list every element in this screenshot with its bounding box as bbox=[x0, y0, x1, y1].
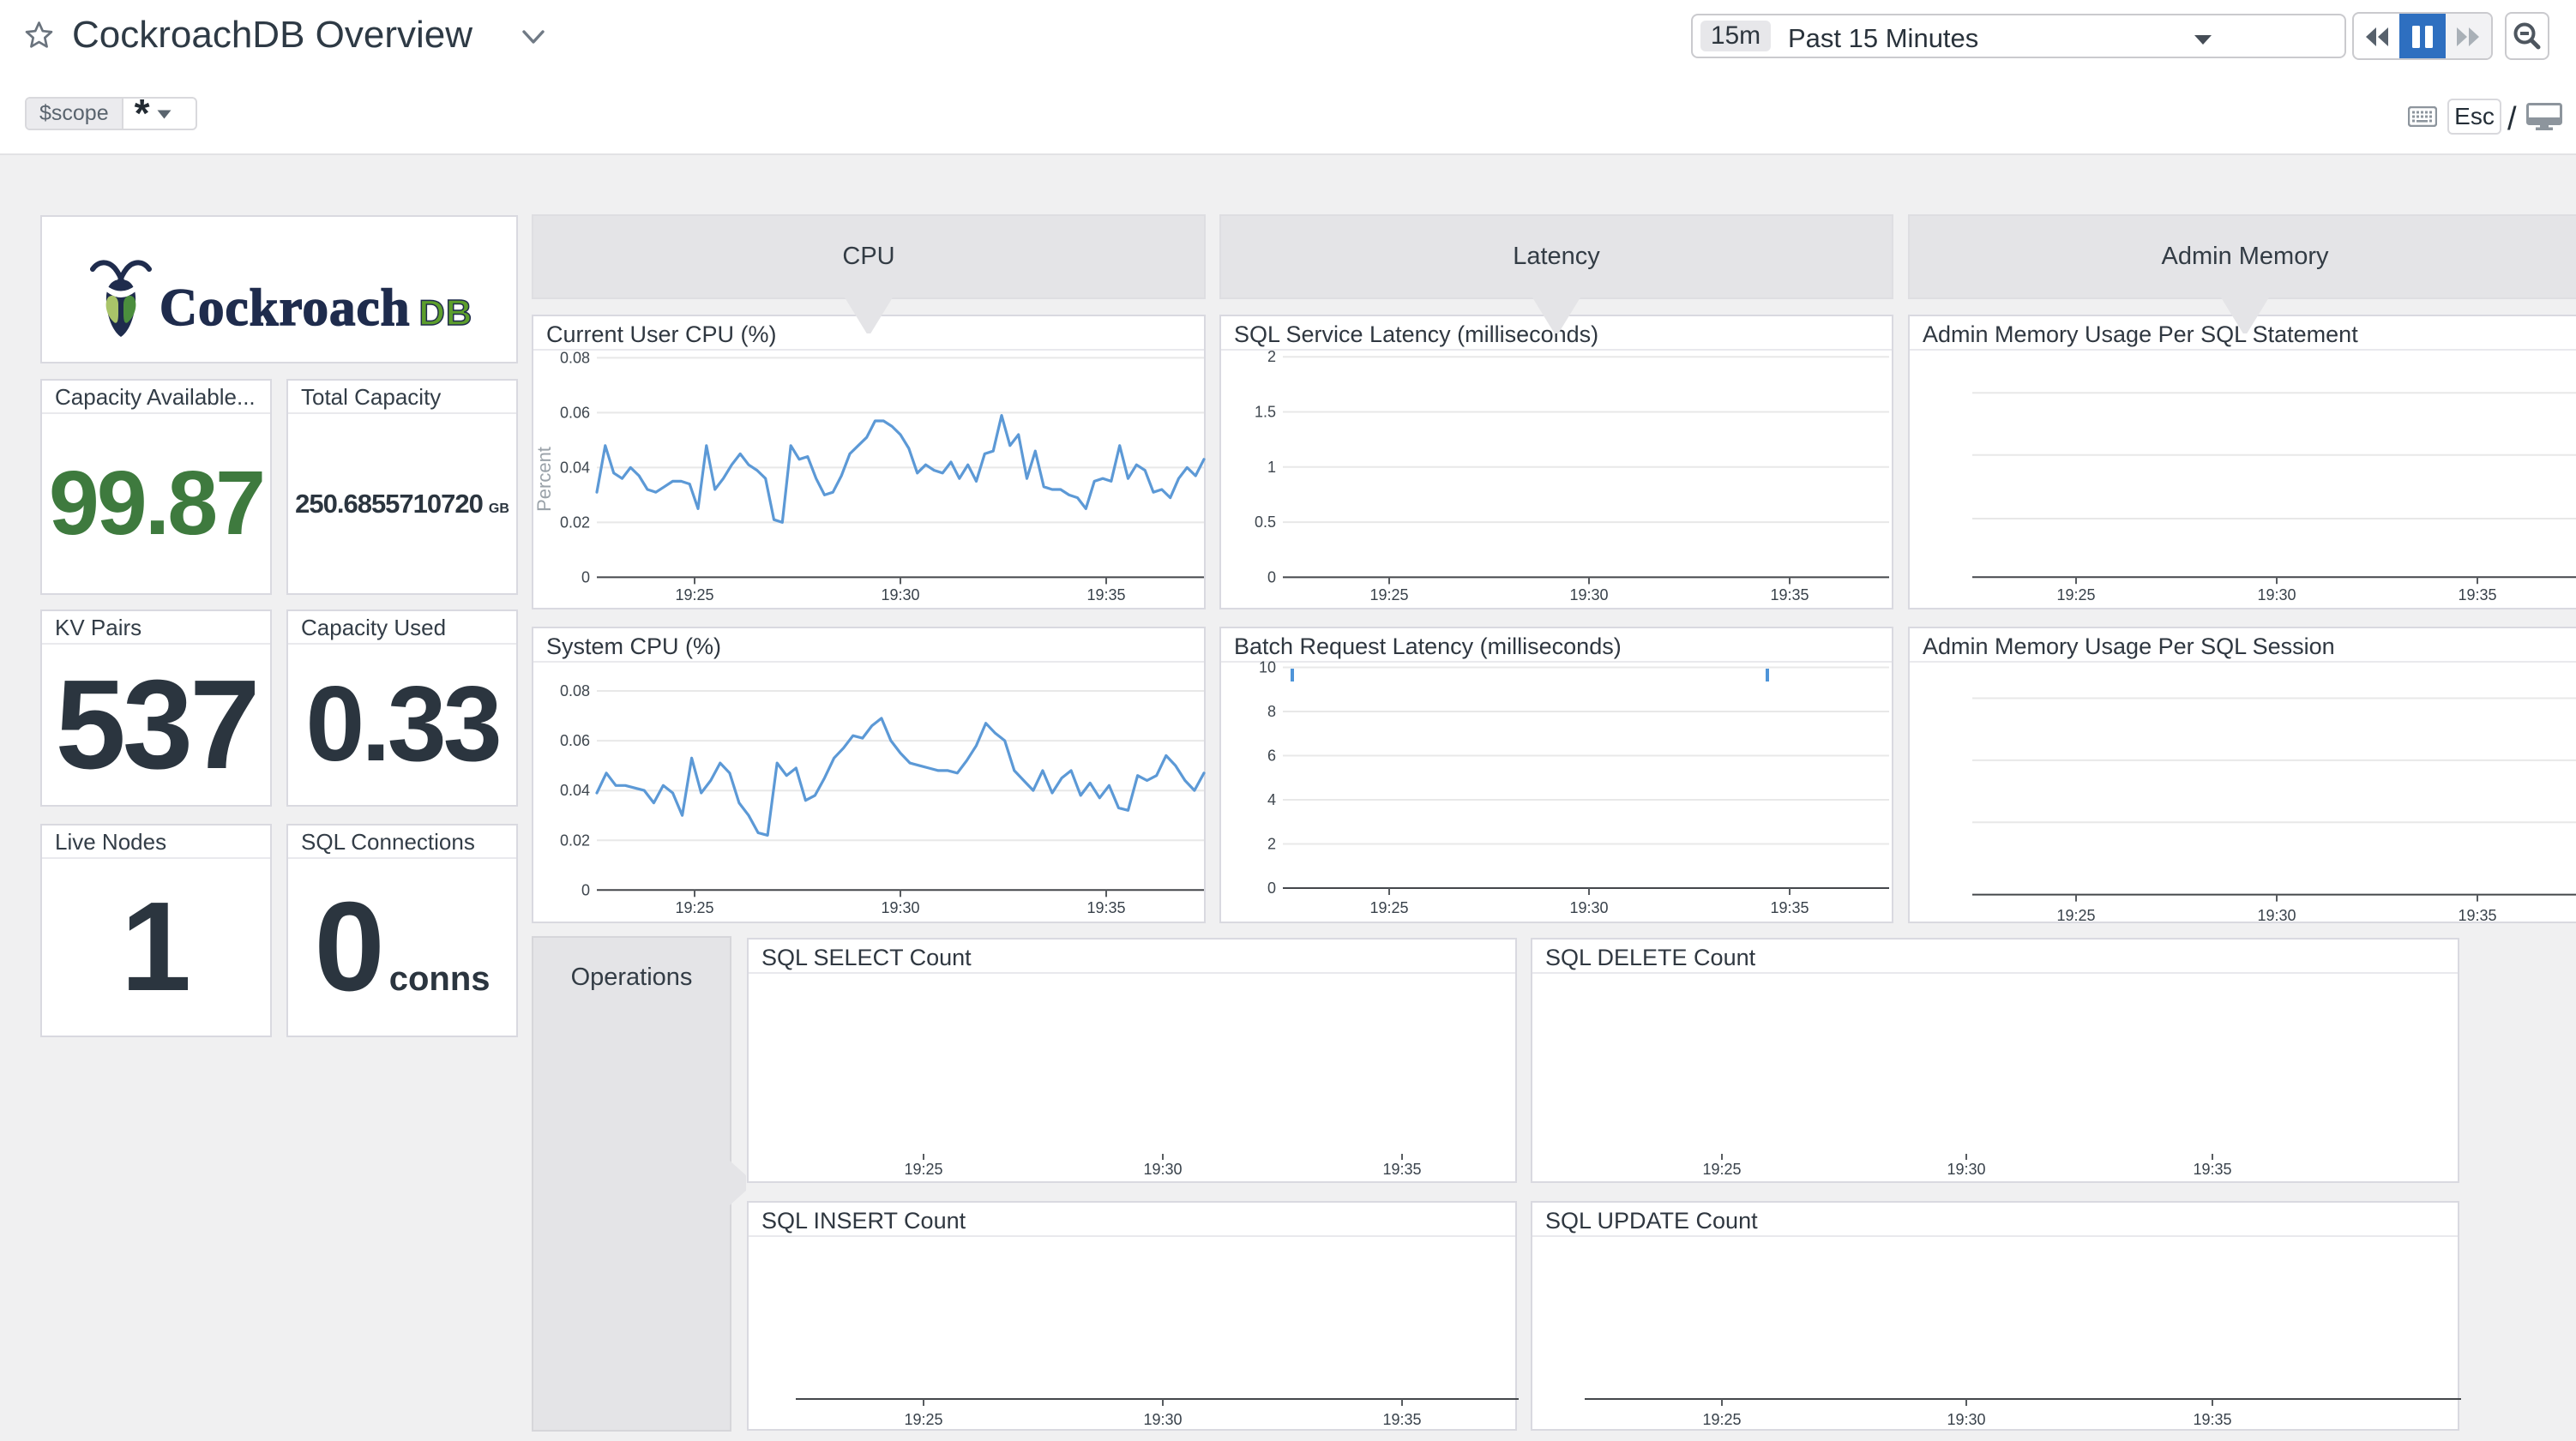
svg-text:19:25: 19:25 bbox=[1702, 1411, 1741, 1428]
svg-text:19:25: 19:25 bbox=[1702, 1161, 1741, 1178]
svg-text:19:30: 19:30 bbox=[1569, 899, 1608, 916]
svg-text:19:35: 19:35 bbox=[1382, 1161, 1421, 1178]
svg-text:1: 1 bbox=[1267, 459, 1276, 476]
svg-text:0.08: 0.08 bbox=[560, 349, 590, 366]
svg-text:19:30: 19:30 bbox=[2257, 586, 2296, 603]
svg-text:19:25: 19:25 bbox=[675, 899, 713, 916]
svg-text:0: 0 bbox=[1267, 880, 1276, 897]
svg-text:0.06: 0.06 bbox=[560, 732, 590, 749]
svg-text:19:30: 19:30 bbox=[1143, 1161, 1182, 1178]
svg-text:0: 0 bbox=[581, 881, 590, 898]
svg-text:2: 2 bbox=[1267, 348, 1276, 365]
svg-text:0.04: 0.04 bbox=[560, 459, 590, 476]
svg-text:19:25: 19:25 bbox=[1369, 586, 1408, 603]
svg-text:0.02: 0.02 bbox=[560, 832, 590, 849]
svg-text:0.5: 0.5 bbox=[1255, 513, 1276, 531]
svg-text:0.06: 0.06 bbox=[560, 404, 590, 421]
svg-text:19:35: 19:35 bbox=[1086, 899, 1125, 916]
svg-text:19:30: 19:30 bbox=[1947, 1161, 1985, 1178]
svg-text:19:35: 19:35 bbox=[2458, 907, 2496, 924]
svg-text:19:30: 19:30 bbox=[1569, 586, 1608, 603]
svg-text:19:35: 19:35 bbox=[2193, 1411, 2231, 1428]
svg-text:19:30: 19:30 bbox=[881, 899, 919, 916]
svg-text:0: 0 bbox=[581, 568, 590, 585]
svg-text:19:30: 19:30 bbox=[1947, 1411, 1985, 1428]
svg-text:2: 2 bbox=[1267, 836, 1276, 853]
svg-text:19:30: 19:30 bbox=[881, 586, 919, 603]
svg-text:19:35: 19:35 bbox=[2193, 1161, 2231, 1178]
svg-text:19:30: 19:30 bbox=[1143, 1411, 1182, 1428]
svg-text:19:25: 19:25 bbox=[1369, 899, 1408, 916]
svg-text:4: 4 bbox=[1267, 791, 1276, 808]
svg-text:0.04: 0.04 bbox=[560, 782, 590, 799]
svg-text:19:30: 19:30 bbox=[2257, 907, 2296, 924]
svg-text:6: 6 bbox=[1267, 748, 1276, 765]
svg-text:19:35: 19:35 bbox=[1770, 586, 1809, 603]
svg-text:1.5: 1.5 bbox=[1255, 404, 1276, 421]
svg-text:19:25: 19:25 bbox=[675, 586, 713, 603]
svg-text:0.02: 0.02 bbox=[560, 513, 590, 531]
svg-text:19:35: 19:35 bbox=[1086, 586, 1125, 603]
svg-text:8: 8 bbox=[1267, 703, 1276, 720]
svg-text:0: 0 bbox=[1267, 568, 1276, 585]
svg-text:10: 10 bbox=[1259, 659, 1276, 676]
svg-text:19:25: 19:25 bbox=[904, 1411, 942, 1428]
svg-text:19:25: 19:25 bbox=[2056, 907, 2095, 924]
svg-text:19:35: 19:35 bbox=[2458, 586, 2496, 603]
svg-text:0.08: 0.08 bbox=[560, 682, 590, 699]
svg-text:19:35: 19:35 bbox=[1382, 1411, 1421, 1428]
svg-text:19:25: 19:25 bbox=[904, 1161, 942, 1178]
svg-text:19:35: 19:35 bbox=[1770, 899, 1809, 916]
svg-text:Percent: Percent bbox=[533, 447, 555, 512]
svg-text:19:25: 19:25 bbox=[2056, 586, 2095, 603]
